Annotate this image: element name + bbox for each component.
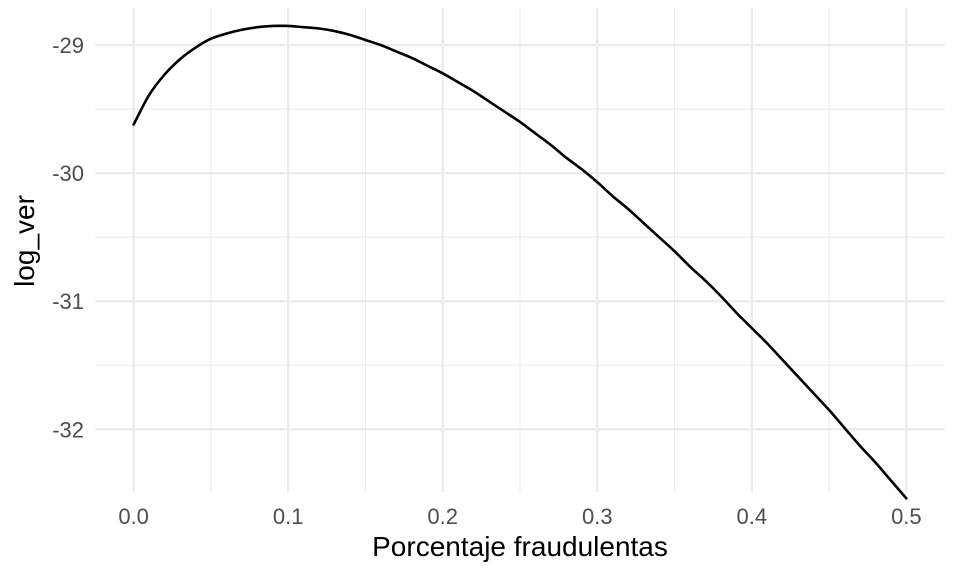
y-axis-title: log_ver [9, 195, 40, 287]
minor-gridlines-y [95, 108, 945, 366]
x-tick-label: 0.4 [737, 504, 768, 529]
minor-gridlines-x [210, 8, 830, 492]
series-line [132, 24, 908, 500]
y-tick-label: -30 [52, 161, 84, 186]
y-tick-labels: -29 -30 -31 -32 [52, 33, 84, 442]
series-layer [132, 24, 908, 500]
x-tick-label: 0.3 [582, 504, 613, 529]
major-gridlines-x [132, 8, 908, 492]
y-tick-label: -31 [52, 289, 84, 314]
major-gridlines-y [95, 44, 945, 431]
y-tick-label: -32 [52, 417, 84, 442]
x-tick-label: 0.5 [891, 504, 922, 529]
x-tick-label: 0.2 [427, 504, 458, 529]
x-tick-label: 0.1 [273, 504, 304, 529]
x-axis-title: Porcentaje fraudulentas [372, 531, 668, 562]
x-tick-labels: 0.0 0.1 0.2 0.3 0.4 0.5 [118, 504, 921, 529]
y-tick-label: -29 [52, 33, 84, 58]
x-tick-label: 0.0 [118, 504, 149, 529]
